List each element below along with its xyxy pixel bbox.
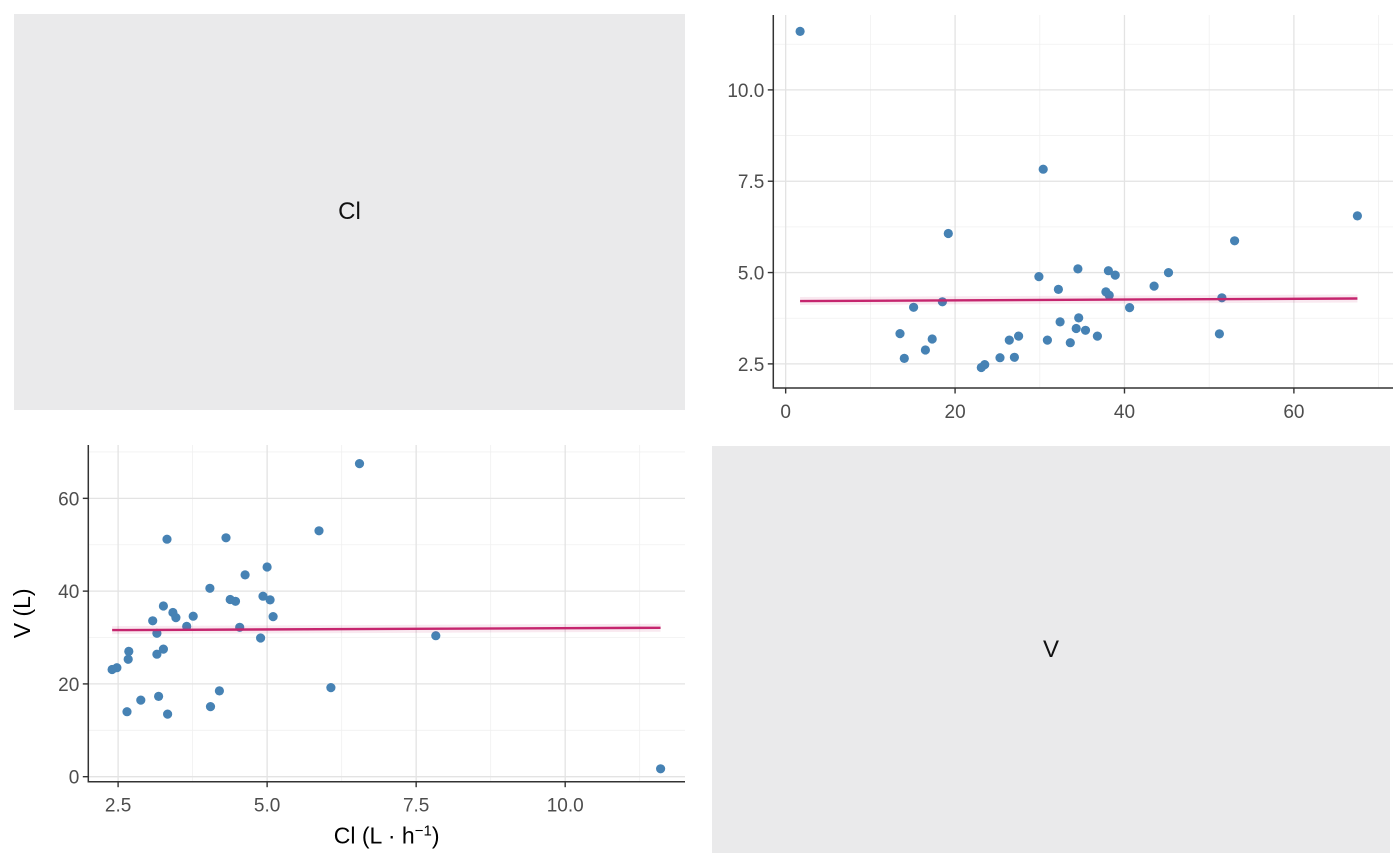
scatter-point <box>136 695 146 705</box>
y-tick-label: 2.5 <box>738 355 764 376</box>
scatter-point <box>656 764 666 774</box>
axis-line <box>87 445 685 783</box>
scatter-point <box>214 686 224 696</box>
diagonal-panel-cl: Cl <box>14 14 685 410</box>
scatter-point <box>1038 164 1048 174</box>
scatter-point <box>1125 303 1135 313</box>
scatter-point <box>112 663 122 673</box>
y-tick-label: 60 <box>58 489 79 510</box>
scatter-point <box>163 709 173 719</box>
scatter-point <box>1110 270 1120 280</box>
scatter-point <box>265 595 275 605</box>
plot-panel <box>88 445 686 782</box>
scatter-point <box>148 616 158 626</box>
y-tick-label: 10.0 <box>727 81 764 102</box>
scatter-point <box>1034 272 1044 282</box>
scatter-point <box>162 534 172 544</box>
scatter-plot-v-vs-cl: 2.5 5.0 7.5 10.0 0 20 40 60 V (L) Cl (L · h−1) <box>9 445 686 849</box>
scatter-point <box>995 353 1005 363</box>
scatter-plot-cl-vs-v: 0 20 40 60 2.5 5.0 7.5 10.0 <box>727 15 1393 423</box>
y-tick-label: 0 <box>69 768 80 789</box>
scatter-point <box>1103 266 1113 276</box>
scatter-point <box>262 562 272 572</box>
trend-line <box>112 626 661 632</box>
trend-line <box>800 297 1358 303</box>
scatter-point <box>123 654 133 664</box>
scatter-point <box>354 459 365 469</box>
y-tick-label: 20 <box>58 675 79 696</box>
axis-line <box>772 15 1393 389</box>
scatter-point <box>1352 211 1362 221</box>
scatter-point <box>1092 331 1102 341</box>
plot-panel <box>773 15 1393 388</box>
scatter-point <box>188 611 198 621</box>
x-tick-label: 5.0 <box>254 796 280 817</box>
scatter-point <box>920 345 930 355</box>
scatter-point <box>943 228 953 239</box>
scatter-point <box>1055 317 1065 327</box>
scatter-point <box>1004 335 1014 345</box>
panel-label-cl: Cl <box>338 198 361 225</box>
scatter-point <box>326 683 336 693</box>
scatter-point <box>1042 335 1052 345</box>
scatter-point <box>1230 236 1240 246</box>
scatter-point <box>1065 338 1075 348</box>
scatter-point <box>1009 352 1019 362</box>
scatter-point <box>1214 329 1224 339</box>
x-tick-label: 10.0 <box>547 796 584 817</box>
scatter-point <box>1014 331 1024 341</box>
scatter-point <box>314 526 324 536</box>
scatter-point <box>1104 290 1114 300</box>
scatter-point <box>122 707 132 717</box>
y-tick-label: 40 <box>58 582 79 603</box>
scatter-point <box>895 329 905 339</box>
scatter-point <box>154 691 164 701</box>
scatter-point <box>1071 323 1081 334</box>
scatter-point <box>225 594 235 605</box>
scatter-point <box>158 644 168 654</box>
x-tick-label: 20 <box>945 402 966 423</box>
scatter-point <box>899 353 909 363</box>
scatter-point <box>795 26 805 36</box>
scatter-point <box>256 633 266 643</box>
scatter-point <box>1163 268 1174 278</box>
scatter-point <box>205 583 215 593</box>
scatter-point <box>168 607 178 618</box>
scatter-point <box>1074 313 1084 323</box>
x-tick-label: 40 <box>1114 402 1135 423</box>
x-tick-label: 0 <box>780 402 791 423</box>
scatter-point <box>927 334 937 344</box>
scatter-point <box>1149 281 1159 291</box>
y-tick-label: 5.0 <box>738 264 764 285</box>
scatter-point <box>268 612 278 622</box>
scatter-point <box>258 591 268 601</box>
scatter-point <box>221 533 231 543</box>
scatter-point <box>1073 264 1083 274</box>
x-tick-label: 60 <box>1283 402 1304 423</box>
y-axis-title: V (L) <box>9 588 35 638</box>
scatter-point <box>240 570 250 580</box>
x-tick-label: 7.5 <box>403 796 429 817</box>
panel-label-v: V <box>1042 635 1059 663</box>
scatter-point <box>1080 325 1091 335</box>
scatter-point <box>980 360 990 370</box>
scatter-point <box>158 601 168 611</box>
scatter-point <box>431 631 441 641</box>
x-axis-title: Cl (L · h−1) <box>334 823 440 849</box>
x-tick-label: 2.5 <box>105 796 131 817</box>
scatter-point <box>124 646 134 656</box>
scatter-point <box>152 649 162 659</box>
diagonal-panel-v: V <box>712 446 1390 853</box>
y-tick-label: 7.5 <box>738 172 764 193</box>
scatter-point <box>909 302 919 312</box>
scatter-point <box>1053 284 1063 294</box>
scatter-point <box>205 702 216 712</box>
